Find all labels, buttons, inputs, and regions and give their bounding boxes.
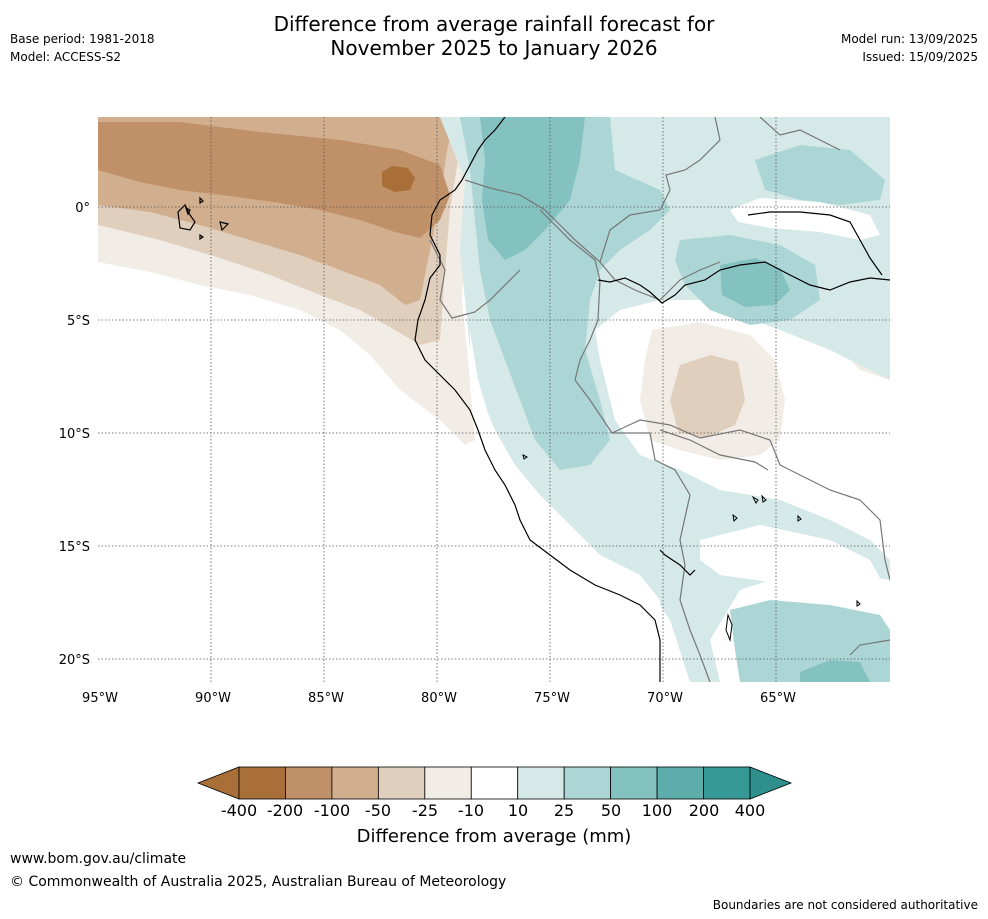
cb-tick-10: 200 [689, 801, 720, 820]
cb-tick-8: 50 [601, 801, 621, 820]
cb-tick-9: 100 [642, 801, 673, 820]
anomaly-dry-200-400 [382, 166, 415, 192]
anomaly-neutral-east [700, 525, 880, 585]
colorbar-bin-7 [563, 766, 612, 800]
lon-label-80w: 80°W [421, 691, 457, 706]
colorbar-title: Difference from average (mm) [356, 826, 632, 847]
website-link[interactable]: www.bom.gov.au/climate [10, 851, 187, 867]
cb-tick-5: -10 [458, 801, 484, 820]
lat-label-10s: 10°S [59, 427, 90, 442]
map-area [98, 117, 890, 682]
longitude-labels: 95°W 90°W 85°W 80°W 75°W 70°W 65°W [82, 691, 796, 706]
anomaly-wet-north-25-50 [755, 145, 885, 205]
cb-tick-0: -400 [221, 801, 257, 820]
coastline [414, 117, 890, 682]
country-borders [429, 117, 890, 682]
lat-label-5s: 5°S [67, 314, 90, 329]
boundary-disclaimer: Boundaries are not considered authoritat… [712, 898, 978, 912]
chart-title: Difference from average rainfall forecas… [0, 12, 988, 60]
latitude-labels: 0° 5°S 10°S 15°S 20°S [59, 201, 90, 668]
meta-right: Model run: 13/09/2025 Issued: 15/09/2025 [841, 30, 978, 66]
lon-label-70w: 70°W [647, 691, 683, 706]
colorbar-bin-4 [424, 766, 472, 800]
copyright-text: © Commonwealth of Australia 2025, Austra… [10, 874, 507, 890]
colorbar-bin-0 [238, 766, 286, 800]
anomaly-wet-amazon-50-100 [720, 258, 790, 307]
cb-tick-2: -100 [314, 801, 350, 820]
colorbar-bins [238, 766, 751, 800]
title-line-1: Difference from average rainfall forecas… [273, 12, 715, 36]
anomaly-dry-100-200 [98, 122, 450, 238]
colorbar-bin-2 [331, 766, 379, 800]
anomaly-neutral-north [730, 198, 880, 240]
small-water-bodies [522, 454, 861, 642]
colorbar-bin-9 [656, 766, 704, 800]
colorbar: -400 -200 -100 -50 -25 -10 10 25 50 100 … [196, 766, 793, 820]
model-run-text: Model run: 13/09/2025 [840, 32, 978, 46]
title-line-2: November 2025 to January 2026 [330, 36, 658, 60]
lon-label-90w: 90°W [195, 691, 231, 706]
meta-left: Base period: 1981-2018 Model: ACCESS-S2 [10, 30, 155, 66]
lon-label-65w: 65°W [760, 691, 796, 706]
cb-tick-7: 25 [554, 801, 574, 820]
anomaly-neutral-coast [470, 330, 660, 682]
lon-label-95w: 95°W [82, 691, 118, 706]
colorbar-bin-8 [610, 766, 658, 800]
colorbar-bin-3 [377, 766, 426, 800]
cb-tick-6: 10 [508, 801, 528, 820]
cb-tick-3: -50 [365, 801, 391, 820]
base-period-text: Base period: 1981-2018 [10, 32, 155, 46]
lat-label-15s: 15°S [59, 540, 90, 555]
colorbar-extend-high [749, 766, 793, 800]
colorbar-bin-6 [517, 766, 565, 800]
lon-label-75w: 75°W [534, 691, 570, 706]
lon-label-85w: 85°W [308, 691, 344, 706]
model-text: Model: ACCESS-S2 [10, 50, 122, 64]
issued-text: Issued: 15/09/2025 [862, 50, 978, 64]
graticule [98, 117, 890, 682]
galapagos-islands [177, 196, 230, 241]
colorbar-tick-labels: -400 -200 -100 -50 -25 -10 10 25 50 100 … [221, 801, 765, 820]
colorbar-extend-low [196, 766, 240, 800]
anomaly-wet-south-50-100 [800, 660, 870, 682]
colorbar-bin-10 [703, 766, 751, 800]
colorbar-bin-1 [285, 766, 333, 800]
lat-label-0: 0° [75, 201, 90, 216]
lat-label-20s: 20°S [59, 653, 90, 668]
colorbar-bin-5 [470, 766, 519, 800]
cb-tick-11: 400 [735, 801, 766, 820]
cb-tick-1: -200 [267, 801, 303, 820]
cb-tick-4: -25 [412, 801, 438, 820]
anomaly-wet-50-100 [480, 117, 585, 260]
anomaly-dry-interior-25-50 [670, 355, 745, 438]
